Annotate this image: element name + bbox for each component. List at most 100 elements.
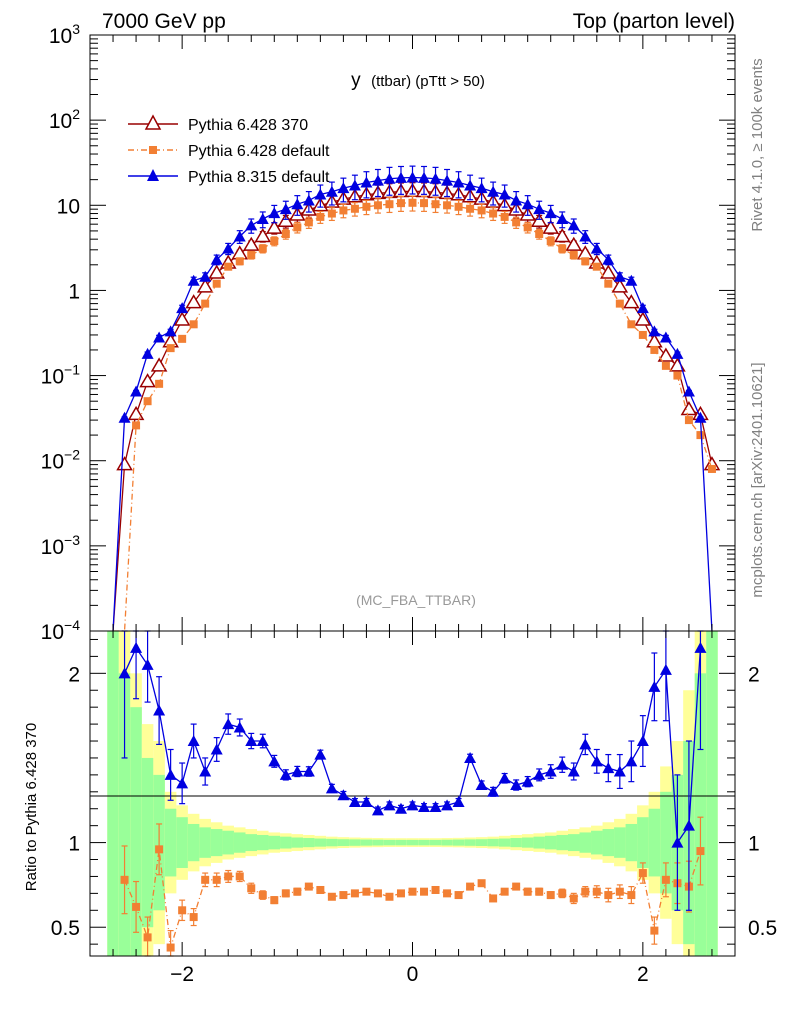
ratio-band-green bbox=[498, 838, 511, 847]
ratio-point-p6_default bbox=[178, 906, 187, 915]
ratio-point-p8_default bbox=[579, 738, 592, 750]
ratio-point-p6_default bbox=[385, 892, 394, 901]
data-point-p6_default bbox=[431, 200, 440, 209]
data-point-p8_default bbox=[153, 331, 166, 343]
ratio-point-p6_default bbox=[650, 926, 659, 935]
ratio-point-p6_default bbox=[523, 887, 532, 896]
main-y-tick-label: 10−3 bbox=[41, 532, 81, 559]
ratio-band-green bbox=[579, 832, 592, 853]
data-point-p6_default bbox=[512, 218, 521, 227]
data-point-p8_default bbox=[383, 172, 396, 184]
main-y-tick-exp: −4 bbox=[64, 617, 80, 633]
data-point-p8_default bbox=[487, 185, 500, 197]
ratio-band-green bbox=[176, 817, 188, 868]
ratio-point-p8_default bbox=[325, 782, 338, 794]
data-point-p6_default bbox=[258, 244, 267, 253]
data-point-p6_default bbox=[385, 200, 394, 209]
data-point-p6_default bbox=[615, 299, 624, 308]
data-point-p8_default bbox=[613, 270, 626, 282]
data-point-p8_default bbox=[648, 325, 661, 337]
data-point-p6_370 bbox=[599, 264, 617, 279]
main-y-tick-base: 10 bbox=[41, 366, 64, 389]
chart-title: y (ttbar) (pTtt > 50) bbox=[351, 70, 485, 91]
data-point-p6_default bbox=[558, 244, 567, 253]
data-point-p6_default bbox=[523, 223, 532, 232]
data-point-p6_370 bbox=[634, 311, 652, 326]
data-point-p6_default bbox=[281, 229, 290, 238]
ratio-point-p8_default bbox=[648, 680, 661, 692]
legend-marker-p8-default bbox=[147, 169, 159, 181]
data-point-p8_default bbox=[510, 194, 523, 206]
ratio-point-p6_default bbox=[661, 875, 670, 884]
ratio-point-p8_default bbox=[694, 641, 707, 653]
ratio-y-ticks: 0.5 0.5 1 1 2 2 bbox=[51, 638, 777, 945]
ratio-point-p6_default bbox=[420, 887, 429, 896]
ratio-point-p8_default bbox=[544, 765, 557, 777]
ratio-band-green bbox=[614, 827, 626, 858]
legend-marker-p6-370 bbox=[144, 114, 162, 130]
data-point-p6_370 bbox=[611, 278, 629, 293]
main-y-tick-label: 10 bbox=[57, 195, 80, 218]
ratio-point-p6_default bbox=[546, 891, 555, 900]
ratio-point-p6_default bbox=[224, 872, 233, 881]
data-point-p6_default bbox=[304, 218, 313, 227]
data-point-p6_default bbox=[489, 209, 498, 218]
data-point-p6_default bbox=[650, 345, 659, 354]
ratio-point-p6_default bbox=[373, 889, 382, 898]
data-point-p8_default bbox=[406, 171, 419, 183]
ratio-band-green bbox=[245, 834, 258, 852]
ratio-point-p8_default bbox=[199, 765, 212, 777]
ratio-panel: 0.5 0.5 1 1 2 2 −2 0 2 Ratio to Pythia 6.428 37… bbox=[23, 630, 777, 986]
ratio-y-tick-label-right: 1 bbox=[748, 833, 760, 856]
data-point-p6_default bbox=[627, 320, 636, 329]
data-point-p8_default bbox=[302, 194, 315, 206]
rivet-version-label: Rivet 4.1.0, ≥ 100k events bbox=[749, 58, 766, 231]
main-y-tick-base: 1 bbox=[68, 280, 80, 303]
main-y-tick-base: 10 bbox=[41, 621, 64, 644]
data-point-p8_default bbox=[314, 188, 327, 200]
ratio-y-tick-label-right: 0.5 bbox=[748, 917, 777, 940]
ratio-band-green bbox=[360, 839, 373, 846]
data-point-p8_default bbox=[268, 207, 281, 219]
ratio-point-p6_default bbox=[189, 913, 198, 922]
data-point-p6_default bbox=[477, 206, 486, 215]
legend-entry-p8-default: Pythia 8.315 default bbox=[128, 169, 330, 186]
ratio-band-green bbox=[141, 757, 154, 928]
ratio-point-p8_default bbox=[291, 765, 304, 777]
ratio-y-tick-label-right: 2 bbox=[748, 663, 760, 686]
ratio-band-green bbox=[544, 835, 557, 850]
ratio-band-green bbox=[326, 838, 338, 847]
data-point-p8_default bbox=[556, 213, 569, 225]
data-point-p6_default bbox=[638, 330, 647, 339]
legend: Pythia 6.428 370 Pythia 6.428 default Py… bbox=[128, 114, 330, 186]
data-point-p6_default bbox=[189, 320, 198, 329]
ratio-point-p6_default bbox=[431, 885, 440, 894]
data-point-p8_default bbox=[337, 182, 350, 194]
legend-label-p6-default: Pythia 6.428 default bbox=[188, 143, 330, 160]
ratio-point-p8_default bbox=[337, 789, 350, 801]
header-process-label: Top (parton level) bbox=[573, 10, 735, 33]
data-point-p8_default bbox=[291, 198, 304, 210]
legend-marker-p6-default bbox=[149, 146, 157, 154]
data-point-p6_370 bbox=[254, 228, 272, 243]
data-point-p6_default bbox=[707, 464, 716, 473]
ratio-point-p6_default bbox=[396, 889, 405, 898]
ratio-uncertainty-bands bbox=[107, 631, 718, 956]
data-point-p8_default bbox=[233, 230, 246, 242]
data-point-p6_default bbox=[604, 279, 613, 288]
data-point-p8_default bbox=[418, 171, 431, 183]
data-point-p6_default bbox=[500, 212, 509, 221]
ratio-band-green bbox=[625, 823, 638, 862]
main-y-tick-exp: 3 bbox=[72, 21, 80, 37]
ratio-point-p8_default bbox=[533, 768, 546, 780]
data-point-p6_default bbox=[178, 334, 187, 343]
data-point-p8_default bbox=[256, 213, 269, 225]
data-point-p6_370 bbox=[116, 456, 133, 471]
ratio-point-p8_default bbox=[222, 718, 235, 730]
main-y-tick-base: 10 bbox=[49, 25, 72, 48]
analysis-label: (MC_FBA_TTBAR) bbox=[356, 592, 476, 608]
ratio-point-p8_default bbox=[141, 658, 154, 670]
ratio-band-green bbox=[337, 839, 350, 846]
data-point-p6_default bbox=[212, 279, 221, 288]
data-point-p8_default bbox=[625, 274, 638, 286]
